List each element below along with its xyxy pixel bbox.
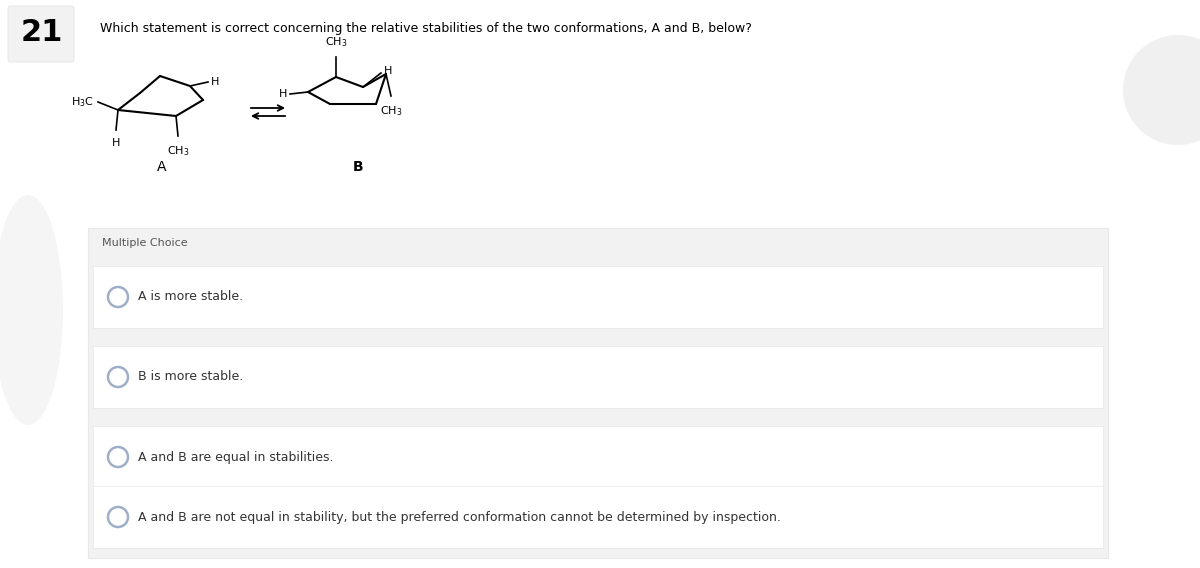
Circle shape — [108, 447, 128, 467]
Text: CH$_3$: CH$_3$ — [379, 104, 402, 118]
Text: CH$_3$: CH$_3$ — [167, 144, 190, 158]
FancyBboxPatch shape — [8, 6, 74, 62]
Text: CH$_3$: CH$_3$ — [325, 35, 347, 49]
Text: B: B — [353, 160, 364, 174]
Text: A: A — [157, 160, 167, 174]
Text: A and B are equal in stabilities.: A and B are equal in stabilities. — [138, 450, 334, 463]
Text: Which statement is correct concerning the relative stabilities of the two confor: Which statement is correct concerning th… — [100, 22, 752, 35]
Circle shape — [108, 287, 128, 307]
Ellipse shape — [0, 195, 64, 425]
Text: A and B are not equal in stability, but the preferred conformation cannot be det: A and B are not equal in stability, but … — [138, 511, 781, 524]
FancyBboxPatch shape — [88, 228, 1108, 558]
Text: B is more stable.: B is more stable. — [138, 370, 244, 383]
Text: H: H — [211, 77, 220, 87]
Circle shape — [108, 507, 128, 527]
FancyBboxPatch shape — [94, 426, 1103, 488]
Text: H: H — [278, 89, 287, 99]
Text: H: H — [112, 138, 120, 148]
Text: H: H — [384, 66, 392, 76]
FancyBboxPatch shape — [94, 486, 1103, 548]
Circle shape — [108, 367, 128, 387]
FancyBboxPatch shape — [94, 266, 1103, 328]
Text: H$_3$C: H$_3$C — [71, 95, 94, 109]
Circle shape — [1123, 35, 1200, 145]
FancyBboxPatch shape — [94, 346, 1103, 408]
Text: Multiple Choice: Multiple Choice — [102, 238, 187, 248]
Text: A is more stable.: A is more stable. — [138, 290, 244, 303]
Text: 21: 21 — [20, 18, 64, 47]
